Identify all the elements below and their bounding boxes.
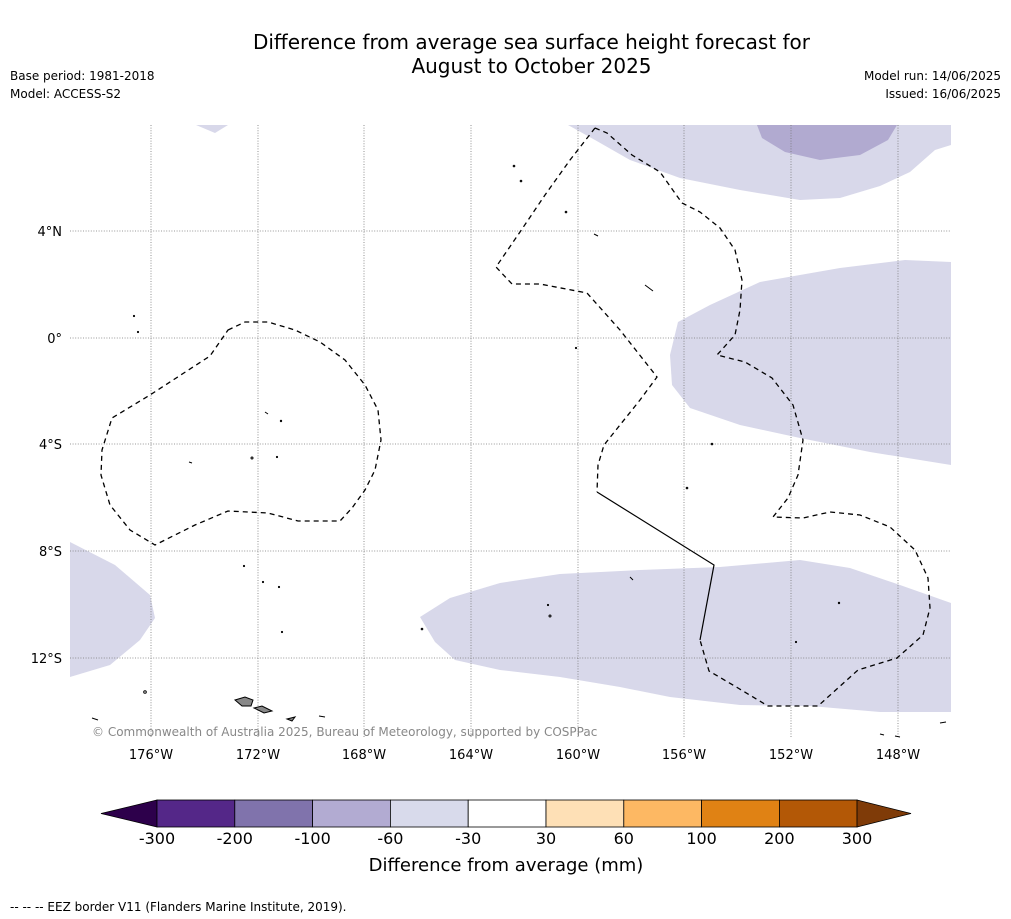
lon-label-156w: 156°W [662, 748, 706, 763]
anomaly-region-northwest-sliver [196, 125, 228, 133]
lat-label-4n: 4°N [38, 225, 63, 240]
atoll [710, 442, 714, 446]
lon-label-148w: 148°W [876, 748, 920, 763]
anomaly-region-west [70, 542, 155, 677]
lon-label-164w: 164°W [449, 748, 493, 763]
latitude-labels: 4°N 0° 4°S 8°S 12°S [31, 225, 62, 667]
atoll [280, 630, 284, 634]
atoll [143, 690, 147, 694]
eez-source-note: -- -- -- EEZ border V11 (Flanders Marine… [10, 900, 347, 914]
colorbar-segment-2 [312, 799, 391, 828]
colorbar-label-5: 30 [536, 829, 556, 848]
atoll [261, 580, 265, 584]
lat-label-0: 0° [47, 332, 62, 347]
model-run: Model run: 14/06/2025 [863, 69, 1001, 83]
colorbar-label-9: 300 [842, 829, 873, 848]
lat-label-4s: 4°S [39, 438, 62, 453]
colorbar: -300 -200 -100 -60 -30 30 60 100 200 300… [100, 799, 912, 876]
anomaly-region-east [670, 260, 951, 465]
colorbar-label-6: 60 [614, 829, 634, 848]
atoll [894, 735, 901, 738]
atoll [564, 210, 568, 214]
islands [233, 696, 297, 722]
lon-label-160w: 160°W [556, 748, 600, 763]
meta-right: Model run: 14/06/2025 Issued: 16/06/2025 [864, 67, 1001, 103]
colorbar-label-7: 100 [686, 829, 717, 848]
eez-kiribati-line [594, 127, 931, 707]
anomaly-region-south [420, 560, 951, 712]
colorbar-segment-7 [701, 799, 780, 828]
atoll [939, 721, 947, 724]
anomaly-region-north [568, 125, 951, 200]
atoll [188, 461, 193, 464]
lon-label-168w: 168°W [342, 748, 386, 763]
atolls [91, 164, 947, 738]
colorbar-min-extend [100, 799, 158, 828]
colorbar-label-3: -60 [377, 829, 403, 848]
atoll [420, 627, 424, 631]
colorbar-label-0: -300 [139, 829, 175, 848]
longitude-labels: 176°W 172°W 168°W 164°W 160°W 156°W 152°… [129, 748, 920, 763]
atoll [275, 455, 279, 459]
atoll [546, 603, 550, 607]
colorbar-label-1: -200 [217, 829, 253, 848]
colorbar-segment-8 [779, 799, 858, 828]
eez-borders [100, 127, 931, 707]
eez-tokelau [100, 321, 382, 546]
map-panel: © Commonwealth of Australia 2025, Bureau… [70, 125, 951, 739]
atoll [629, 576, 634, 581]
copyright-notice: © Commonwealth of Australia 2025, Bureau… [92, 725, 597, 739]
colorbar-segment-5 [545, 799, 625, 828]
island-samoa-upolu [252, 705, 274, 714]
lon-label-176w: 176°W [129, 748, 173, 763]
atoll [318, 715, 326, 718]
lat-label-8s: 8°S [39, 545, 62, 560]
colorbar-label-2: -100 [294, 829, 330, 848]
issued-date: Issued: 16/06/2025 [885, 87, 1001, 101]
atoll [879, 733, 885, 736]
lon-label-152w: 152°W [769, 748, 813, 763]
colorbar-label-8: 200 [764, 829, 795, 848]
atoll [136, 330, 140, 334]
model-name: Model: ACCESS-S2 [10, 87, 122, 101]
gridlines [70, 125, 951, 737]
atoll [574, 346, 578, 350]
atoll [512, 164, 516, 168]
atoll [593, 233, 599, 237]
anomaly-region-north-darker [757, 125, 897, 160]
colorbar-max-extend [856, 799, 912, 828]
colorbar-segment-1 [234, 799, 314, 828]
island-tutuila [285, 716, 297, 722]
title-line-1: Difference from average sea surface heig… [252, 30, 811, 54]
base-period: Base period: 1981-2018 [10, 69, 155, 83]
atoll [644, 284, 654, 292]
atoll [250, 456, 254, 460]
chart-title: Difference from average sea surface heig… [0, 30, 1011, 78]
colorbar-segment-6 [623, 799, 702, 828]
island-samoa-savaii [233, 696, 254, 707]
meta-left: Base period: 1981-2018 Model: ACCESS-S2 [10, 67, 155, 103]
maritime-boundary-solid [596, 491, 715, 641]
atoll [548, 614, 552, 618]
atoll [242, 564, 246, 568]
colorbar-segment-0 [156, 799, 236, 828]
atoll [264, 411, 269, 415]
atoll [279, 419, 283, 423]
atoll [685, 486, 689, 490]
atoll [277, 585, 281, 589]
atoll [519, 179, 523, 183]
atoll [132, 314, 136, 318]
colorbar-segment-3 [389, 799, 469, 828]
colorbar-segment-4 [467, 799, 547, 828]
colorbar-label-4: -30 [455, 829, 481, 848]
lon-label-172w: 172°W [236, 748, 280, 763]
atoll [91, 717, 99, 721]
lat-label-12s: 12°S [31, 652, 62, 667]
atoll [837, 601, 841, 605]
atoll [794, 640, 798, 644]
title-line-2: August to October 2025 [411, 54, 652, 78]
colorbar-title: Difference from average (mm) [369, 855, 644, 876]
eez-kiribati-phoenix [495, 127, 658, 493]
